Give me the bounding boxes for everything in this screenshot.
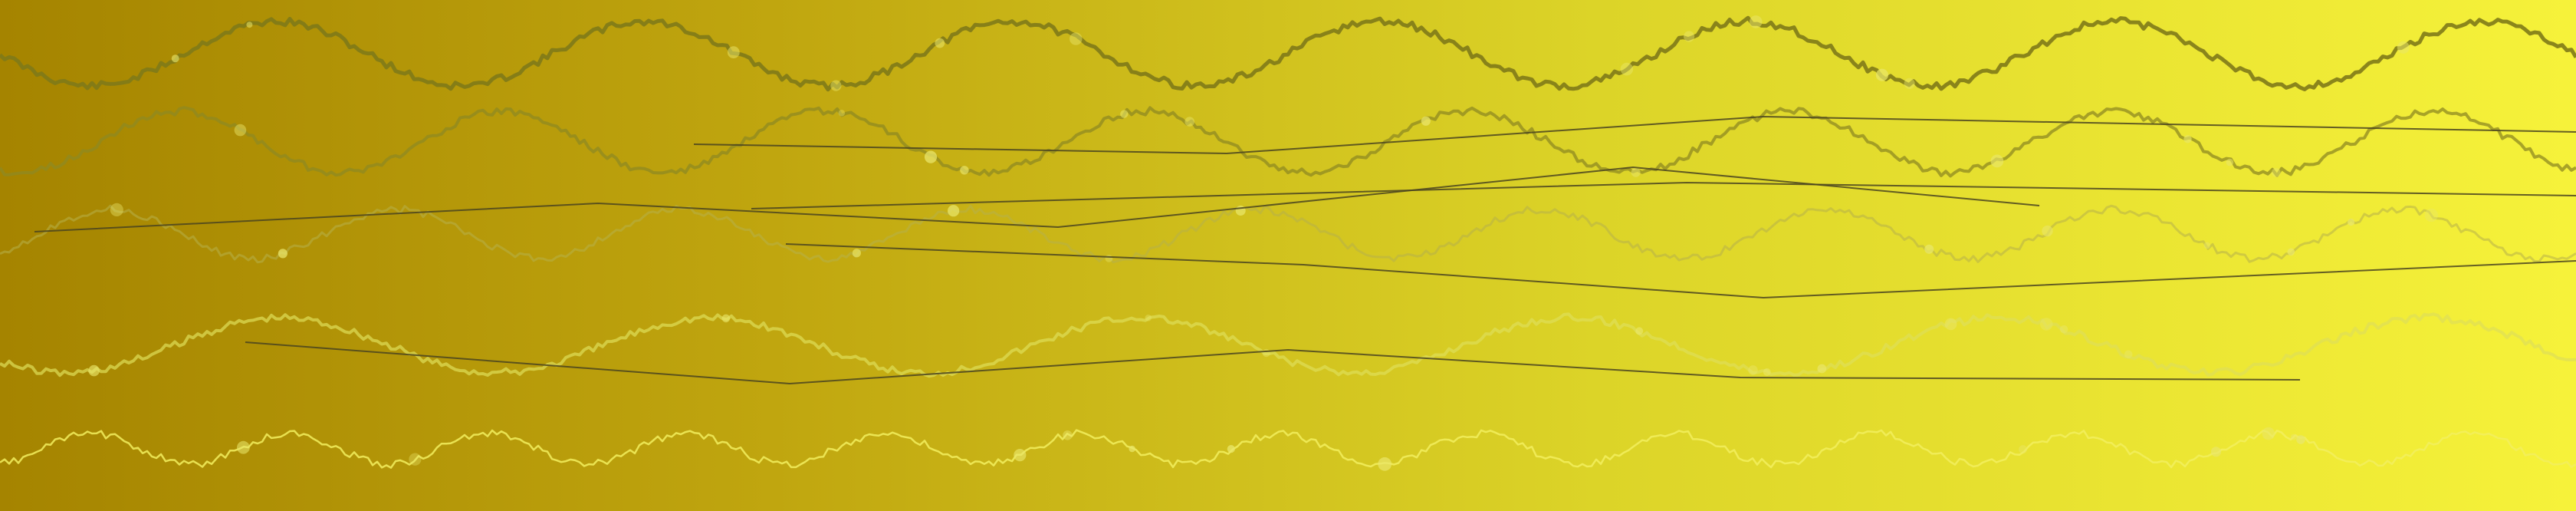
wave-4-dot	[1763, 368, 1771, 376]
wave-5-dot	[1227, 445, 1235, 453]
wave-1-dot	[1904, 77, 1915, 89]
wave-1-dot	[1749, 15, 1763, 28]
wave-3-dot	[278, 249, 288, 259]
wave-1-dot	[1070, 32, 1083, 45]
wave-5-dot	[1063, 430, 1073, 440]
wave-4-line	[0, 312, 2576, 378]
wave-3-dot	[1105, 255, 1113, 262]
wave-5-dot	[409, 453, 422, 466]
thin-polyline	[693, 115, 2576, 155]
wave-3-dot	[110, 203, 123, 216]
thin-polyline	[245, 341, 2301, 385]
wave-3-line	[0, 204, 2576, 264]
wave-5-dot	[1129, 445, 1135, 453]
wave-1-dot	[935, 38, 945, 48]
wave-1-dot	[2397, 41, 2410, 54]
wave-2-dot	[1120, 110, 1129, 118]
wave-1-dot	[1684, 31, 1695, 42]
wave-5-dot	[1378, 457, 1392, 471]
wave-2-dot	[234, 124, 247, 137]
wave-2-dot	[838, 110, 846, 117]
wave-1-dot	[171, 54, 179, 63]
wave-1-dot	[830, 80, 842, 91]
wave-2-dot	[1990, 154, 2004, 168]
wave-3-dot	[2203, 242, 2211, 249]
wave-1-dot	[727, 46, 740, 59]
wave-1-line	[0, 15, 2576, 92]
wave-5-dot	[2210, 447, 2222, 457]
wave-2-dot	[1421, 116, 1431, 126]
wave-3-dot	[2287, 248, 2295, 256]
wave-4-dot	[1944, 318, 1957, 331]
thin-polyline	[751, 181, 2576, 209]
wave-5-dot	[2296, 435, 2305, 444]
wave-5-dot	[1014, 449, 1027, 462]
wave-5-dot	[2262, 427, 2275, 440]
wave-4-dot	[88, 364, 100, 377]
wave-2-line	[0, 106, 2576, 178]
wave-1-dot	[246, 21, 253, 28]
wave-3-dot	[1924, 244, 1934, 254]
wave-1-dot	[1875, 68, 1888, 81]
wave-2-dot	[924, 150, 938, 163]
thin-polyline	[785, 243, 2576, 299]
wave-4-dot	[2039, 318, 2053, 331]
wave-4-dot	[2059, 325, 2068, 334]
wave-3-dot	[2348, 218, 2355, 226]
wave-3-dot	[852, 249, 861, 258]
wave-2-dot	[2272, 168, 2281, 177]
wave-4-dot	[1262, 348, 1270, 358]
wave-2-dot	[2226, 158, 2234, 166]
wave-2-dot	[1184, 117, 1194, 127]
wave-5-dot	[237, 440, 250, 454]
wave-5-dot	[2019, 445, 2028, 454]
wave-1-dot	[1620, 62, 1634, 76]
wave-4-dot	[1145, 315, 1152, 321]
wave-4-dot	[1817, 364, 1827, 374]
wave-3-dot	[948, 205, 960, 217]
wave-5-dot	[2290, 434, 2297, 440]
wave-4-dot	[2124, 350, 2133, 359]
thin-polyline	[34, 166, 2040, 232]
wave-4-dot	[1748, 365, 1758, 375]
wave-3-dot	[2042, 225, 2053, 237]
wave-2-dot	[1631, 167, 1641, 177]
wave-5-line	[0, 429, 2576, 469]
wave-4-dot	[721, 314, 731, 323]
wave-2-dot	[2183, 135, 2192, 143]
wave-4-dot	[1635, 327, 1644, 335]
wave-3-dot	[2424, 208, 2438, 223]
wave-2-dot	[960, 166, 969, 175]
